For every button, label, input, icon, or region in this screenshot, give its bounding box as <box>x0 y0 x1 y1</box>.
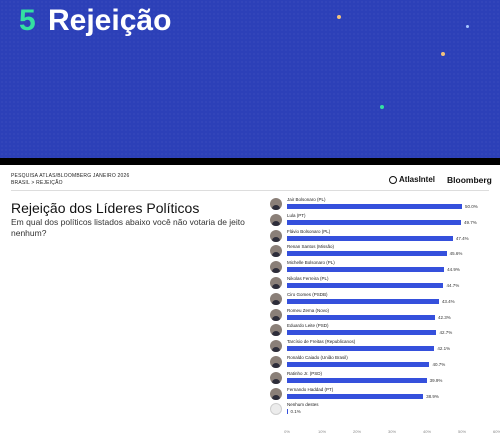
value-bar <box>287 409 288 415</box>
chart-row: Michelle Bolsonaro (PL) 44.9% <box>270 260 495 276</box>
politician-avatar <box>270 277 282 289</box>
value-label: 44.9% <box>447 267 460 273</box>
value-label: 47.4% <box>455 235 469 241</box>
category-label: Ratinho Jr. (PSD) <box>287 370 323 376</box>
report-slide: PESQUISA ATLAS/BLOOMBERG JANEIRO 2026 BR… <box>0 165 500 445</box>
chart-headline: Rejeição dos Líderes Políticos <box>11 200 200 216</box>
value-label: 40.7% <box>432 362 446 367</box>
politician-avatar <box>270 292 282 305</box>
value-bar <box>287 283 444 288</box>
category-label: Lula (PT) <box>287 212 306 218</box>
category-label: Ronaldo Caiado (União Brasil) <box>287 355 348 360</box>
bloomberg-logo: Bloomberg <box>447 175 492 185</box>
x-tick-label: 10% <box>317 429 327 434</box>
politician-avatar <box>270 340 282 353</box>
category-label: Jair Bolsonaro (PL) <box>287 197 326 202</box>
x-tick-label: 50% <box>457 429 467 434</box>
category-label: Ciro Gomes (PSDB) <box>287 291 328 297</box>
value-label: 50.0% <box>465 204 478 209</box>
category-label: Romeu Zema (Novo) <box>287 307 330 313</box>
category-label: Tarcísio de Freitas (Republicanos) <box>287 339 356 345</box>
chart-row: Fernando Haddad (PT) 38.9% <box>270 387 495 403</box>
x-tick-label: 40% <box>422 429 432 434</box>
politician-avatar <box>270 261 282 274</box>
value-bar <box>287 251 447 257</box>
section-cover: 5 Rejeição <box>0 0 500 158</box>
value-label: 42.3% <box>438 314 451 320</box>
value-bar <box>287 314 436 320</box>
survey-question: Em qual dos políticos listados abaixo vo… <box>11 217 245 238</box>
value-bar <box>287 298 439 304</box>
value-label: 45.6% <box>449 251 463 257</box>
politician-avatar <box>270 245 282 258</box>
politician-avatar <box>270 198 282 210</box>
chart-row: Lula (PT) 49.7% <box>270 213 495 229</box>
chart-row: Romeu Zema (Novo) 42.3% <box>270 308 495 324</box>
chart-row: Flávio Bolsonaro (PL) 47.4% <box>270 229 495 245</box>
category-label: Flávio Bolsonaro (PL) <box>287 228 331 234</box>
survey-line: PESQUISA ATLAS/BLOOMBERG JANEIRO 2026 <box>11 173 130 179</box>
section-title: Rejeição <box>48 4 172 37</box>
none-option-icon <box>270 403 282 416</box>
section-number: 5 <box>19 4 36 37</box>
value-bar <box>287 330 437 336</box>
value-label: 43.4% <box>441 298 455 304</box>
value-bar <box>287 267 445 273</box>
value-label: 39.9% <box>429 377 443 383</box>
value-label: 42.7% <box>439 330 453 336</box>
atlas-ring-icon <box>389 175 397 184</box>
politician-avatar <box>270 356 282 368</box>
value-bar <box>287 235 453 241</box>
x-tick-label: 60% <box>492 429 500 434</box>
politician-avatar <box>270 213 282 226</box>
value-bar <box>287 377 427 383</box>
chart-row: Tarcísio de Freitas (Republicanos) 42.1% <box>270 339 495 355</box>
value-label: 0.1% <box>290 409 301 415</box>
politician-avatar <box>270 229 282 242</box>
politician-avatar <box>270 387 282 400</box>
atlasintel-logo: AtlasIntel <box>389 175 435 184</box>
chart-row: Ratinho Jr. (PSD) 39.9% <box>270 371 495 387</box>
category-label: Fernando Haddad (PT) <box>287 386 334 392</box>
chart-row: Jair Bolsonaro (PL) 50.0% <box>270 197 495 213</box>
politician-avatar <box>270 371 282 384</box>
value-bar <box>287 204 462 209</box>
category-label: Nenhum destes <box>287 402 319 408</box>
map-dot-decoration <box>466 25 469 28</box>
value-bar <box>287 346 435 352</box>
value-bar <box>287 393 424 399</box>
politician-avatar <box>270 308 282 321</box>
value-label: 42.1% <box>437 346 451 352</box>
chart-row: Ronaldo Caiado (União Brasil) 40.7% <box>270 355 495 371</box>
map-dot-decoration <box>337 15 341 19</box>
map-dot-decoration <box>441 52 445 56</box>
category-label: Eduardo Leite (PSD) <box>287 323 329 329</box>
x-tick-label: 20% <box>352 429 362 434</box>
value-label: 44.7% <box>446 283 460 288</box>
header-divider <box>11 190 489 191</box>
chart-row: Nenhum destes 0.1% <box>270 402 495 418</box>
category-label: Renan Santos (Missão) <box>287 244 335 250</box>
x-tick-label: 30% <box>387 429 397 434</box>
breadcrumb: BRASIL > REJEIÇÃO <box>11 180 63 186</box>
chart-row: Renan Santos (Missão) 45.6% <box>270 244 495 260</box>
chart-row: Nikolas Ferreira (PL) 44.7% <box>270 276 495 292</box>
value-label: 49.7% <box>463 219 477 225</box>
category-label: Nikolas Ferreira (PL) <box>287 276 329 281</box>
value-bar <box>287 219 461 225</box>
politician-avatar <box>270 324 282 337</box>
value-label: 38.9% <box>426 393 439 399</box>
x-tick-label: 0% <box>284 429 290 434</box>
category-label: Michelle Bolsonaro (PL) <box>287 260 335 266</box>
chart-row: Eduardo Leite (PSD) 42.7% <box>270 323 495 339</box>
atlasintel-logo-text: AtlasIntel <box>399 175 436 184</box>
chart-row: Ciro Gomes (PSDB) 43.4% <box>270 292 495 308</box>
value-bar <box>287 362 430 367</box>
slide-separator <box>0 158 500 165</box>
map-dot-decoration <box>380 105 384 109</box>
